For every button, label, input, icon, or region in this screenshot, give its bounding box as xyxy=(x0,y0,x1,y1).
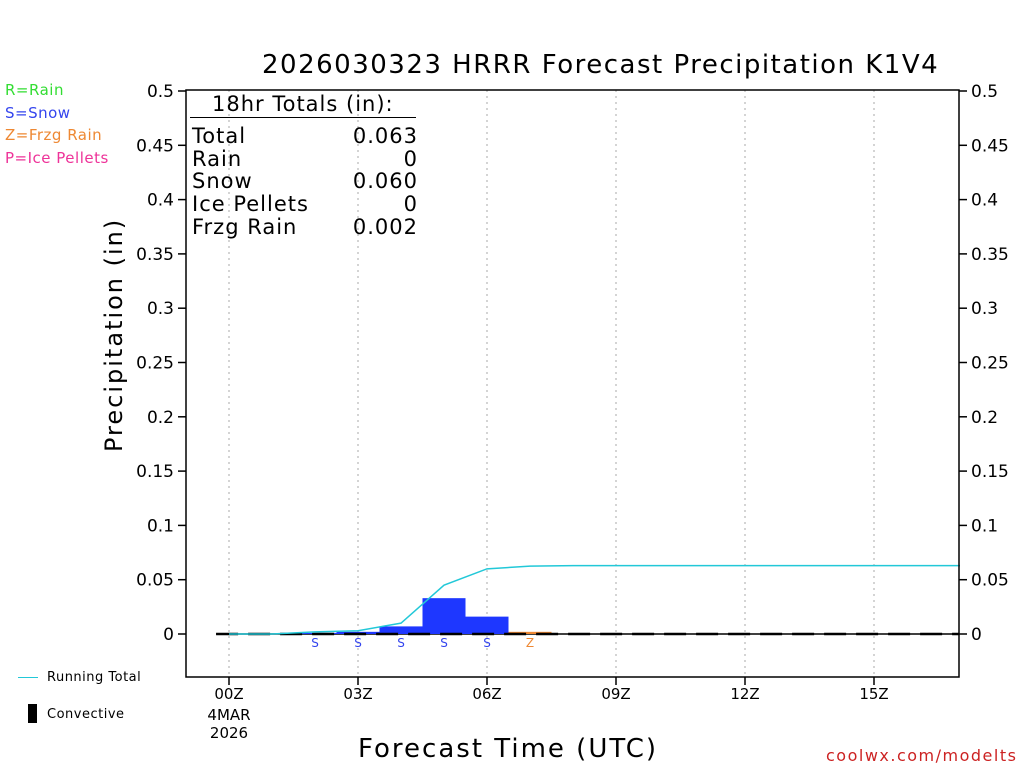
totals-value-snow: 0.060 xyxy=(352,169,418,193)
y-tick-label-left-0.45: 0.45 xyxy=(136,136,174,156)
running-total-legend-line xyxy=(18,677,38,678)
x-tick-label-06z: 06Z xyxy=(472,685,501,703)
x-tick-label-12z: 12Z xyxy=(730,685,759,703)
totals-label-ice-pellets: Ice Pellets xyxy=(192,192,309,216)
y-tick-label-left-0: 0 xyxy=(163,625,174,645)
x-tick-label-09z: 09Z xyxy=(601,685,630,703)
totals-value-rain: 0 xyxy=(403,147,418,171)
precip-bar-hour-6 xyxy=(465,616,509,634)
precip-bar-hour-5 xyxy=(422,598,466,634)
legend-ice-pellets: P=Ice Pellets xyxy=(5,149,109,167)
ptype-label-hour-2: S xyxy=(311,636,319,650)
precip-bar-hour-4 xyxy=(379,626,423,634)
y-tick-label-left-0.3: 0.3 xyxy=(147,299,174,319)
totals-label-snow: Snow xyxy=(192,169,253,193)
totals-underline xyxy=(190,117,416,118)
y-axis-label: Precipitation (in) xyxy=(100,217,128,452)
x-tick-sublabel-1: 2026 xyxy=(210,724,248,742)
y-tick-label-left-0.1: 0.1 xyxy=(147,516,174,536)
y-tick-label-right-0.3: 0.3 xyxy=(971,299,998,319)
legend-frzg-rain: Z=Frzg Rain xyxy=(5,126,103,144)
y-tick-label-right-0.1: 0.1 xyxy=(971,516,998,536)
precip-bar-hour-7 xyxy=(508,631,552,634)
legend-snow: S=Snow xyxy=(5,104,71,122)
y-tick-label-right-0: 0 xyxy=(971,625,982,645)
ptype-label-hour-6: S xyxy=(483,636,491,650)
chart-title: 2026030323 HRRR Forecast Precipitation K… xyxy=(262,50,940,80)
ptype-label-hour-3: S xyxy=(354,636,362,650)
totals-label-rain: Rain xyxy=(192,147,243,171)
y-tick-label-right-0.5: 0.5 xyxy=(971,82,998,102)
x-tick-label-15z: 15Z xyxy=(859,685,888,703)
x-axis-label: Forecast Time (UTC) xyxy=(358,734,659,764)
x-tick-label-03z: 03Z xyxy=(343,685,372,703)
totals-label-total: Total xyxy=(192,124,247,148)
y-tick-label-right-0.05: 0.05 xyxy=(971,571,1009,591)
y-tick-label-right-0.45: 0.45 xyxy=(971,136,1009,156)
running-total-legend-label: Running Total xyxy=(47,670,142,685)
y-tick-label-left-0.35: 0.35 xyxy=(136,245,174,265)
totals-value-ice-pellets: 0 xyxy=(403,192,418,216)
y-tick-label-left-0.15: 0.15 xyxy=(136,462,174,482)
convective-legend-swatch xyxy=(28,704,37,723)
y-tick-label-left-0.5: 0.5 xyxy=(147,82,174,102)
y-tick-label-right-0.25: 0.25 xyxy=(971,354,1009,374)
totals-label-frzg-rain: Frzg Rain xyxy=(192,215,298,239)
y-tick-label-right-0.35: 0.35 xyxy=(971,245,1009,265)
totals-value-total: 0.063 xyxy=(352,124,418,148)
ptype-label-hour-7: Z xyxy=(526,636,534,650)
y-tick-label-left-0.05: 0.05 xyxy=(136,571,174,591)
ptype-label-hour-5: S xyxy=(440,636,448,650)
running-total-line xyxy=(229,564,960,635)
y-tick-label-left-0.2: 0.2 xyxy=(147,408,174,428)
y-tick-label-right-0.15: 0.15 xyxy=(971,462,1009,482)
x-tick-sublabel-0: 4MAR xyxy=(207,706,250,724)
plot-frame xyxy=(185,89,960,678)
y-tick-label-right-0.2: 0.2 xyxy=(971,408,998,428)
y-tick-label-left-0.4: 0.4 xyxy=(147,191,174,211)
totals-value-frzg-rain: 0.002 xyxy=(352,215,418,239)
watermark: coolwx.com/modelts xyxy=(826,746,1018,765)
totals-header: 18hr Totals (in): xyxy=(212,92,394,116)
ptype-label-hour-4: S xyxy=(397,636,405,650)
legend-rain: R=Rain xyxy=(5,81,64,99)
y-tick-label-right-0.4: 0.4 xyxy=(971,191,998,211)
convective-legend-label: Convective xyxy=(47,707,125,722)
x-tick-label-00z: 00Z xyxy=(214,685,243,703)
y-tick-label-left-0.25: 0.25 xyxy=(136,354,174,374)
